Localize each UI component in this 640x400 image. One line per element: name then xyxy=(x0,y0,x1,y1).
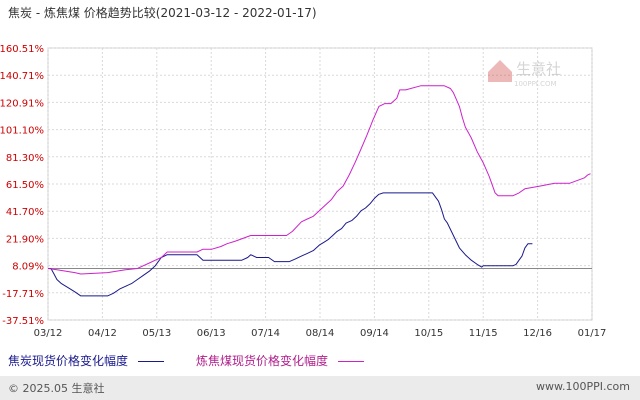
y-tick-label: 140.71% xyxy=(0,71,44,82)
footer-site-link[interactable]: www.100PPI.com xyxy=(536,380,630,393)
y-tick-label: 21.90% xyxy=(6,234,44,245)
legend-swatch-series2 xyxy=(338,361,365,362)
watermark-house-icon xyxy=(488,60,512,82)
watermark-logo: 生意社 100PPI.COM xyxy=(488,60,561,88)
x-tick-label: 07/14 xyxy=(251,328,280,339)
y-tick-label: 160.51% xyxy=(0,44,44,55)
legend-item-series2: 炼焦煤现货价格变化幅度 xyxy=(196,352,365,369)
footer-bar: © 2025.05 生意社 www.100PPI.com xyxy=(0,376,640,400)
y-tick-label: -17.71% xyxy=(2,289,44,300)
x-tick-label: 10/15 xyxy=(414,328,443,339)
x-tick-label: 09/14 xyxy=(360,328,389,339)
legend-item-series1: 焦炭现货价格变化幅度 xyxy=(8,352,165,369)
y-tick-label: 8.09% xyxy=(12,262,44,273)
x-tick-label: 08/14 xyxy=(306,328,335,339)
y-tick-label: -37.51% xyxy=(2,316,44,327)
x-tick-label: 01/17 xyxy=(578,328,607,339)
x-tick-label: 12/16 xyxy=(523,328,552,339)
y-tick-label: 120.91% xyxy=(0,98,44,109)
chart-title: 焦炭 - 炼焦煤 价格趋势比较(2021-03-12 - 2022-01-17) xyxy=(8,6,317,20)
watermark-text: 生意社 xyxy=(516,60,561,78)
y-tick-label: 41.70% xyxy=(6,207,44,218)
x-tick-label: 03/12 xyxy=(34,328,63,339)
watermark-url: 100PPI.COM xyxy=(514,80,557,88)
y-tick-label: 61.50% xyxy=(6,180,44,191)
y-tick-label: 101.10% xyxy=(0,126,44,137)
legend-label-series1: 焦炭现货价格变化幅度 xyxy=(8,354,129,368)
legend-swatch-series1 xyxy=(138,361,165,362)
y-tick-label: 81.30% xyxy=(6,153,44,164)
footer-copyright: © 2025.05 生意社 xyxy=(8,382,105,395)
x-tick-label: 05/13 xyxy=(142,328,171,339)
series-line-1 xyxy=(48,192,533,297)
series-line-2 xyxy=(47,85,591,275)
x-tick-label: 06/13 xyxy=(197,328,226,339)
legend-label-series2: 炼焦煤现货价格变化幅度 xyxy=(196,354,329,368)
x-tick-label: 11/15 xyxy=(469,328,498,339)
x-tick-label: 04/12 xyxy=(88,328,117,339)
